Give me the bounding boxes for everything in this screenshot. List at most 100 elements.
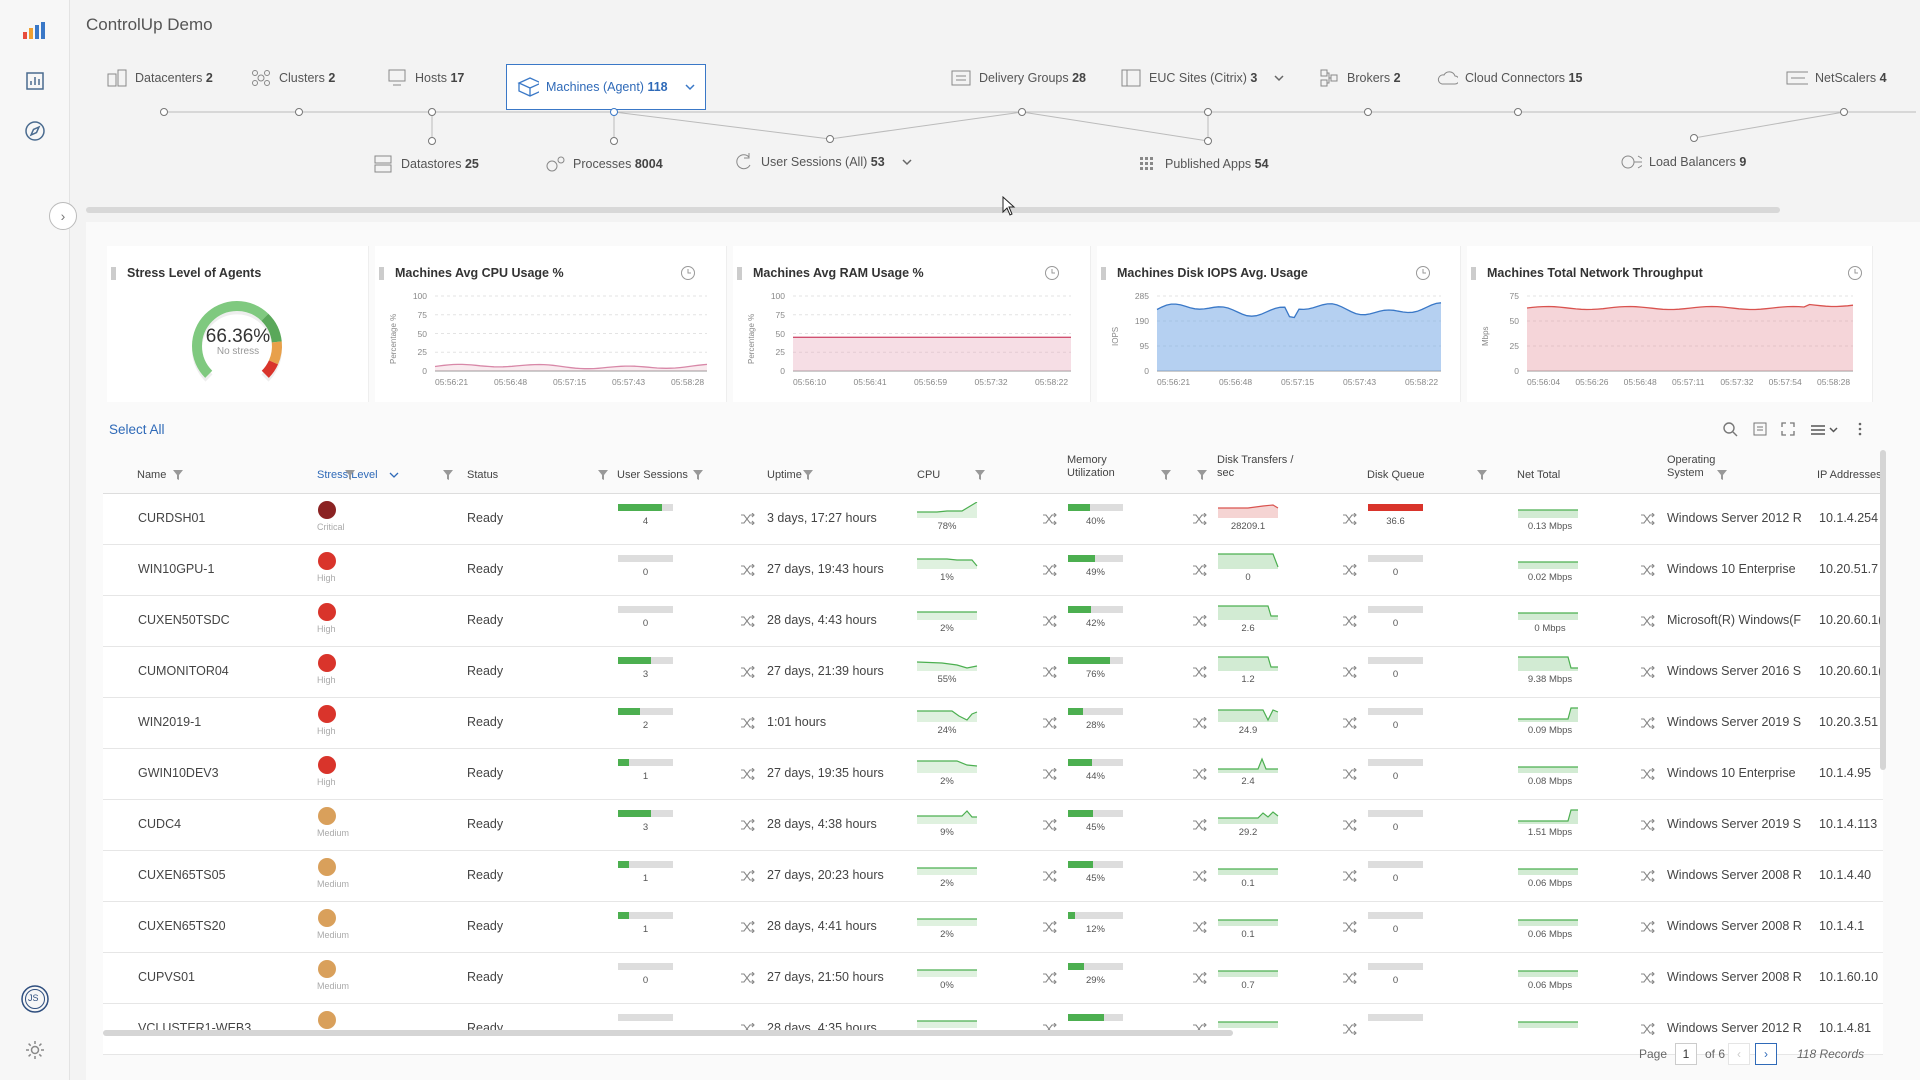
shuffle-icon[interactable]	[1193, 513, 1207, 525]
col-header-disk-transfers[interactable]: Disk Transfers / sec	[1217, 454, 1294, 479]
shuffle-icon[interactable]	[1043, 819, 1057, 831]
topo-node-netscalers[interactable]: NetScalers 4	[1786, 68, 1887, 88]
shuffle-icon[interactable]	[1193, 972, 1207, 984]
topo-node-published-apps[interactable]: Published Apps 54	[1136, 154, 1269, 174]
col-header-net-total[interactable]: Net Total	[1517, 469, 1561, 481]
fullscreen-icon[interactable]	[1780, 421, 1796, 437]
filter-icon[interactable]	[975, 470, 985, 480]
topo-node-delivery-groups[interactable]: Delivery Groups 28	[950, 68, 1086, 88]
filter-icon[interactable]	[803, 470, 813, 480]
table-vertical-scrollbar[interactable]	[1880, 450, 1886, 770]
col-header-name[interactable]: Name	[137, 469, 167, 481]
shuffle-icon[interactable]	[1343, 870, 1357, 882]
table-row[interactable]: CUXEN65TS20 Medium Ready 1 28 days, 4:41 hou…	[103, 902, 1883, 953]
clock-icon[interactable]	[1847, 265, 1863, 281]
table-row[interactable]: CUPVS01 Medium Ready 0 27 days, 21:50 hours 0…	[103, 953, 1883, 1004]
shuffle-icon[interactable]	[1343, 513, 1357, 525]
shuffle-icon[interactable]	[1043, 972, 1057, 984]
filter-icon[interactable]	[1477, 470, 1487, 480]
more-options-icon[interactable]	[1856, 421, 1864, 437]
clock-icon[interactable]	[1415, 265, 1431, 281]
shuffle-icon[interactable]	[1641, 564, 1655, 576]
shuffle-icon[interactable]	[1641, 666, 1655, 678]
next-page-button[interactable]: ›	[1755, 1043, 1777, 1065]
shuffle-icon[interactable]	[1043, 1023, 1057, 1035]
clock-icon[interactable]	[1044, 265, 1060, 281]
topo-node-cloud-connectors[interactable]: Cloud Connectors 15	[1436, 68, 1582, 88]
shuffle-icon[interactable]	[1043, 768, 1057, 780]
shuffle-icon[interactable]	[1641, 1023, 1655, 1035]
shuffle-icon[interactable]	[1193, 1023, 1207, 1035]
shuffle-icon[interactable]	[741, 1023, 755, 1035]
search-icon[interactable]	[1722, 421, 1738, 437]
machine-name[interactable]: GWIN10DEV3	[138, 766, 219, 780]
filter-icon[interactable]	[345, 470, 355, 480]
shuffle-icon[interactable]	[1193, 666, 1207, 678]
shuffle-icon[interactable]	[1043, 666, 1057, 678]
shuffle-icon[interactable]	[1343, 564, 1357, 576]
shuffle-icon[interactable]	[741, 615, 755, 627]
shuffle-icon[interactable]	[1641, 768, 1655, 780]
shuffle-icon[interactable]	[741, 564, 755, 576]
compass-icon[interactable]	[20, 116, 50, 146]
shuffle-icon[interactable]	[1641, 819, 1655, 831]
user-avatar[interactable]: JS	[20, 984, 50, 1014]
shuffle-icon[interactable]	[1043, 615, 1057, 627]
chevron-down-icon[interactable]	[1274, 71, 1284, 85]
clock-icon[interactable]	[680, 265, 696, 281]
shuffle-icon[interactable]	[1343, 666, 1357, 678]
topo-node-datastores[interactable]: Datastores 25	[372, 154, 479, 174]
shuffle-icon[interactable]	[741, 819, 755, 831]
sort-desc-icon[interactable]	[389, 472, 399, 480]
shuffle-icon[interactable]	[1343, 1023, 1357, 1035]
shuffle-icon[interactable]	[1343, 819, 1357, 831]
page-number-input[interactable]: 1	[1675, 1043, 1697, 1065]
table-horizontal-scrollbar[interactable]	[103, 1030, 1233, 1036]
topo-node-clusters[interactable]: Clusters 2	[250, 68, 335, 88]
shuffle-icon[interactable]	[1641, 513, 1655, 525]
shuffle-icon[interactable]	[1193, 819, 1207, 831]
table-row[interactable]: WIN10GPU-1 High Ready 0 27 days, 19:43 hours…	[103, 545, 1883, 596]
shuffle-icon[interactable]	[741, 717, 755, 729]
table-row[interactable]: CUDC4 Medium Ready 3 28 days, 4:38 hours 9% 45…	[103, 800, 1883, 851]
col-header-ip[interactable]: IP Addresses	[1817, 469, 1882, 481]
expand-sidebar-button[interactable]: ›	[49, 202, 77, 230]
shuffle-icon[interactable]	[1641, 870, 1655, 882]
shuffle-icon[interactable]	[1641, 717, 1655, 729]
table-row[interactable]: WIN2019-1 High Ready 2 1:01 hours 24% 28% 24.9 0…	[103, 698, 1883, 749]
col-header-cpu[interactable]: CPU	[917, 469, 941, 481]
columns-menu-icon[interactable]	[1810, 421, 1840, 437]
shuffle-icon[interactable]	[1193, 768, 1207, 780]
col-header-disk-queue[interactable]: Disk Queue	[1367, 469, 1425, 481]
col-header-stress[interactable]: Stress Level	[317, 469, 378, 481]
topo-node-user-sessions[interactable]: User Sessions (All) 53	[732, 152, 912, 172]
shuffle-icon[interactable]	[1641, 972, 1655, 984]
filter-icon[interactable]	[173, 470, 183, 480]
shuffle-icon[interactable]	[1043, 870, 1057, 882]
filter-icon[interactable]	[1717, 470, 1727, 480]
table-row[interactable]: CUMONITOR04 High Ready 3 27 days, 21:39 hour…	[103, 647, 1883, 698]
table-row[interactable]: CURDSH01 Critical Ready 4 3 days, 17:27 hour…	[103, 494, 1883, 545]
machine-name[interactable]: WIN2019-1	[138, 715, 202, 729]
table-row[interactable]: CUXEN50TSDC High Ready 0 28 days, 4:43 hours…	[103, 596, 1883, 647]
col-header-memory[interactable]: Memory Utilization	[1067, 454, 1115, 479]
machine-name[interactable]: CURDSH01	[138, 511, 206, 525]
machine-name[interactable]: CUXEN50TSDC	[138, 613, 230, 627]
shuffle-icon[interactable]	[1043, 513, 1057, 525]
table-row[interactable]: CUXEN65TS05 Medium Ready 1 27 days, 20:23 ho…	[103, 851, 1883, 902]
col-header-uptime[interactable]: Uptime	[767, 469, 802, 481]
shuffle-icon[interactable]	[1343, 972, 1357, 984]
chevron-down-icon[interactable]	[902, 155, 912, 169]
shuffle-icon[interactable]	[1343, 717, 1357, 729]
chevron-down-icon[interactable]	[685, 80, 695, 94]
table-row[interactable]: GWIN10DEV3 High Ready 1 27 days, 19:35 hours…	[103, 749, 1883, 800]
shuffle-icon[interactable]	[741, 513, 755, 525]
topo-node-brokers[interactable]: Brokers 2	[1318, 68, 1401, 88]
settings-gear-icon[interactable]	[20, 1035, 50, 1065]
topo-node-machines-agent[interactable]: Machines (Agent) 118	[506, 64, 706, 110]
filter-icon[interactable]	[1161, 470, 1171, 480]
shuffle-icon[interactable]	[1043, 717, 1057, 729]
shuffle-icon[interactable]	[741, 666, 755, 678]
export-icon[interactable]	[1752, 421, 1768, 437]
topo-node-load-balancers[interactable]: Load Balancers 9	[1620, 152, 1746, 172]
